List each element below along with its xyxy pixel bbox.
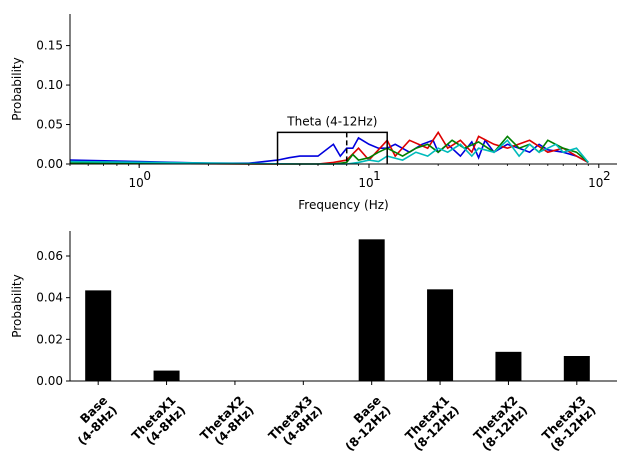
category-label: Base(8-12Hz) [333, 393, 394, 454]
top-x-tick-exponent: 1 [373, 169, 381, 183]
bottom-y-tick-label: 0.06 [36, 249, 63, 263]
bottom-y-tick-label: 0.00 [36, 374, 63, 388]
theta-bracket [276, 131, 388, 164]
category-label: ThetaX3(8-12Hz) [538, 393, 599, 454]
category-label: ThetaX2(8-12Hz) [470, 393, 531, 454]
category-label: ThetaX2(4-8Hz) [197, 393, 256, 452]
series-line-3 [69, 135, 589, 165]
top-y-ticks: 0.00 0.05 0.10 0.15 [36, 39, 70, 171]
top-y-tick-label: 0.00 [36, 157, 63, 171]
bottom-y-tick-label: 0.02 [36, 332, 63, 346]
bar [495, 351, 522, 381]
bar-group [85, 239, 590, 381]
bottom-y-ticks: 0.00 0.02 0.04 0.06 [36, 249, 70, 388]
frequency-series-group [69, 130, 589, 165]
category-label: ThetaX1(4-8Hz) [129, 393, 188, 452]
frequency-distribution-chart: Theta (4-12Hz) 0.000.050.100.15 10 0 10 1 10… [10, 14, 617, 212]
top-x-tick-label: 10 [588, 176, 603, 190]
top-y-tick-label: 0.10 [36, 78, 63, 92]
bottom-y-axis-label: Probability [10, 274, 24, 337]
top-y-tick-label: 0.15 [36, 39, 63, 53]
bar [427, 289, 454, 381]
top-x-tick-exponent: 2 [603, 169, 611, 183]
theta-band-label: Theta (4-12Hz) [286, 114, 377, 128]
bar [358, 239, 385, 381]
top-x-ticks: 10 0 10 1 10 2 [69, 164, 611, 190]
top-x-tick-exponent: 0 [143, 169, 151, 183]
top-y-axis-label: Probability [10, 57, 24, 120]
top-x-axis-label: Frequency (Hz) [298, 198, 389, 212]
bottom-category-labels: Base(4-8Hz) ThetaX1(4-8Hz) ThetaX2(4-8Hz) T… [65, 381, 599, 454]
top-x-tick-label: 10 [358, 176, 373, 190]
series-line-1 [69, 136, 589, 164]
series-line-4 [69, 139, 589, 165]
top-y-tick-label: 0.05 [36, 118, 63, 132]
top-x-tick-label: 10 [129, 176, 144, 190]
category-label: ThetaX1(8-12Hz) [401, 393, 462, 454]
bottom-y-tick-label: 0.04 [36, 291, 63, 305]
bar [563, 356, 590, 381]
bar [153, 370, 180, 381]
band-probability-bar-chart: 0.00 0.02 0.04 0.06 Base(4-8Hz) ThetaX1(4-8H… [10, 231, 617, 454]
category-label: Base(4-8Hz) [65, 393, 120, 448]
series-line-2 [69, 130, 589, 165]
category-label: ThetaX3(4-8Hz) [266, 393, 325, 452]
theta-band-annotation: Theta (4-12Hz) [276, 114, 388, 164]
bar [85, 290, 112, 381]
